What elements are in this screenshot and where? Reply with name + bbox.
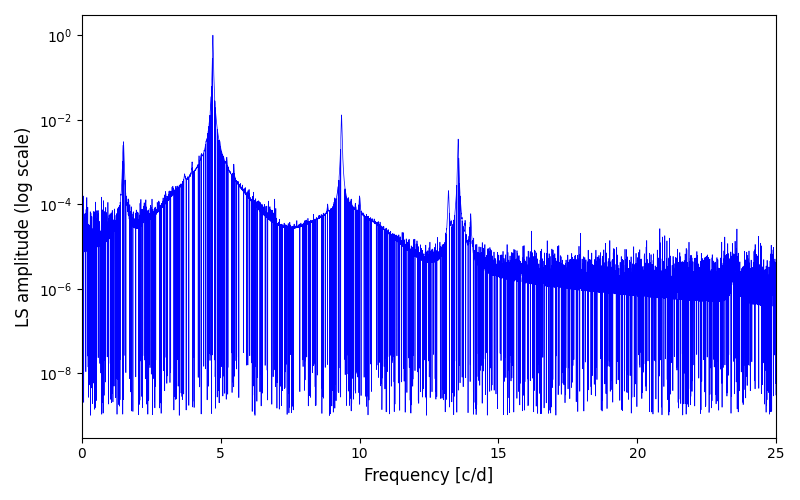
Y-axis label: LS amplitude (log scale): LS amplitude (log scale): [15, 126, 33, 326]
X-axis label: Frequency [c/d]: Frequency [c/d]: [364, 467, 494, 485]
